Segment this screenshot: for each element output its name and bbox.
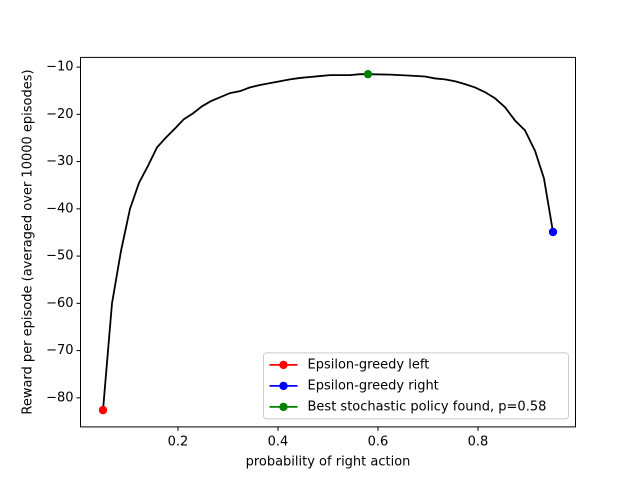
y-tick-label: −70: [46, 343, 73, 358]
point: [363, 69, 373, 79]
y-tick-label: −60: [46, 296, 73, 311]
y-tick-label: −10: [46, 60, 73, 75]
legend-marker: [279, 381, 288, 391]
y-tick-label: −50: [46, 249, 73, 264]
x-tick-label: 0.8: [468, 434, 489, 449]
y-tick-label: −40: [46, 201, 73, 216]
legend-label: Best stochastic policy found, p=0.58: [308, 399, 547, 414]
y-tick-label: −20: [46, 107, 73, 122]
y-tick-label: −80: [46, 390, 73, 405]
legend-box: [263, 352, 569, 420]
legend-marker: [279, 402, 288, 412]
legend-marker: [279, 360, 288, 370]
x-tick-label: 0.6: [368, 434, 389, 449]
axes-frame: [80, 56, 576, 428]
point: [98, 405, 108, 415]
line: [102, 73, 554, 411]
legend: Epsilon-greedy left Epsilon-greedy right B…: [263, 352, 569, 420]
point: [548, 227, 558, 237]
x-tick-label: 0.4: [268, 434, 289, 449]
x-axis-label: probability of right action: [246, 455, 411, 470]
y-tick-label: −30: [46, 154, 73, 169]
y-axis-label: Reward per episode (averaged over 10000 …: [21, 69, 36, 414]
legend-label: Epsilon-greedy left: [308, 357, 430, 372]
legend-label: Epsilon-greedy right: [308, 378, 439, 393]
x-tick-label: 0.2: [168, 434, 189, 449]
